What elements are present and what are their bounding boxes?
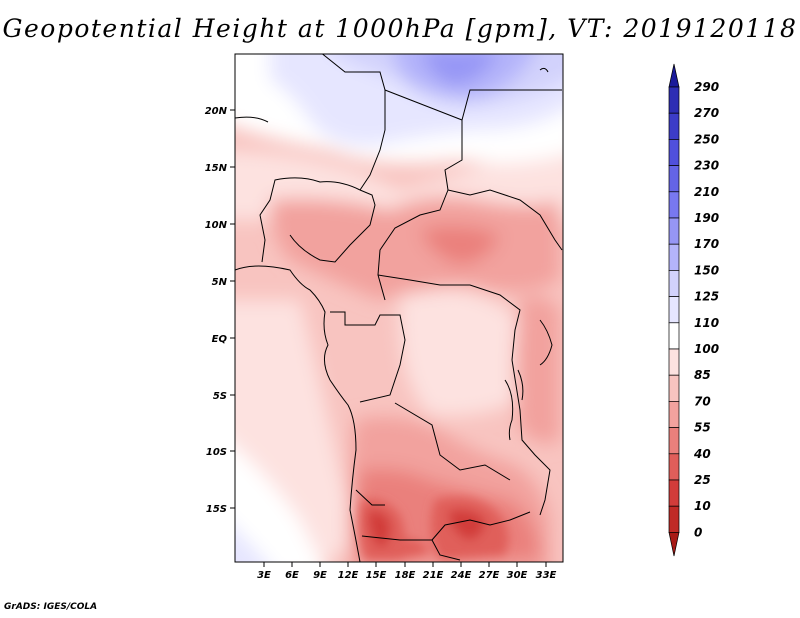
colorbar-label-270: 270 — [694, 106, 719, 120]
colorbar-segment-16 — [668, 479, 680, 507]
lon-label-21e: 21E — [423, 570, 444, 581]
lat-label-20n: 20N — [205, 106, 228, 117]
colorbar-segment-14 — [668, 427, 680, 455]
lat-label-15s: 15S — [206, 504, 227, 515]
lat-label-10n: 10N — [205, 220, 228, 231]
colorbar-segment-8 — [668, 270, 680, 297]
colorbar-segment-3 — [668, 139, 680, 166]
colorbar-label-230: 230 — [694, 159, 719, 173]
colorbar-label-150: 150 — [694, 263, 719, 277]
colorbar-segment-11 — [668, 348, 680, 376]
colorbar-segment-2 — [668, 112, 680, 140]
lat-label-5s: 5S — [213, 391, 227, 402]
lat-label-5n: 5N — [212, 277, 228, 288]
colorbar-segment-5 — [668, 191, 680, 219]
colorbar-label-100: 100 — [694, 342, 719, 356]
lon-label-33e: 33E — [536, 570, 557, 581]
lon-label-9e: 9E — [313, 570, 327, 581]
colorbar-segment-7 — [668, 243, 680, 271]
colorbar-label-110: 110 — [694, 316, 719, 330]
geopotential-field — [235, 54, 563, 562]
colorbar-label-250: 250 — [694, 132, 719, 146]
grads-credit: GrADS: IGES/COLA — [4, 602, 98, 612]
colorbar-label-10: 10 — [694, 499, 711, 513]
colorbar-label-25: 25 — [694, 473, 711, 487]
colorbar-segment-10 — [668, 322, 680, 350]
lon-label-12e: 12E — [338, 570, 359, 581]
colorbar-top-arrow — [668, 63, 680, 88]
colorbar-label-125: 125 — [694, 290, 719, 304]
colorbar: 290 270 250 230 210 190 170 150 125 110 … — [668, 63, 719, 557]
colorbar-segment-9 — [668, 296, 680, 324]
lon-label-30e: 30E — [507, 570, 528, 581]
colorbar-label-70: 70 — [694, 394, 711, 408]
lon-label-6e: 6E — [285, 570, 299, 581]
colorbar-label-170: 170 — [694, 237, 719, 251]
map-title: Geopotential Height at 1000hPa [gpm], VT… — [2, 14, 798, 43]
colorbar-label-55: 55 — [694, 421, 711, 435]
colorbar-label-0: 0 — [694, 525, 702, 539]
lat-label-15n: 15N — [205, 163, 228, 174]
colorbar-label-85: 85 — [694, 368, 711, 382]
colorbar-label-40: 40 — [693, 447, 711, 461]
colorbar-label-190: 190 — [694, 211, 719, 225]
lon-label-3e: 3E — [257, 570, 271, 581]
colorbar-segment-6 — [668, 217, 680, 245]
lat-tick-marks — [230, 109, 235, 509]
lon-label-27e: 27E — [479, 570, 500, 581]
lat-label-10s: 10S — [206, 447, 227, 458]
lon-label-15e: 15E — [366, 570, 387, 581]
colorbar-segment-4 — [668, 165, 680, 193]
colorbar-segment-13 — [668, 401, 680, 428]
lon-tick-marks — [263, 562, 547, 567]
colorbar-label-290: 290 — [694, 80, 719, 94]
colorbar-label-210: 210 — [694, 185, 719, 199]
colorbar-segment-17 — [668, 505, 680, 533]
country-borders — [235, 54, 563, 562]
colorbar-bottom-arrow — [668, 532, 680, 557]
lon-label-24e: 24E — [451, 570, 472, 581]
colorbar-segment-1 — [668, 86, 680, 114]
lon-label-18e: 18E — [395, 570, 416, 581]
colorbar-segment-15 — [668, 453, 680, 481]
colorbar-segment-12 — [668, 374, 680, 402]
lat-label-eq: EQ — [212, 334, 228, 345]
map-frame — [234, 53, 564, 563]
